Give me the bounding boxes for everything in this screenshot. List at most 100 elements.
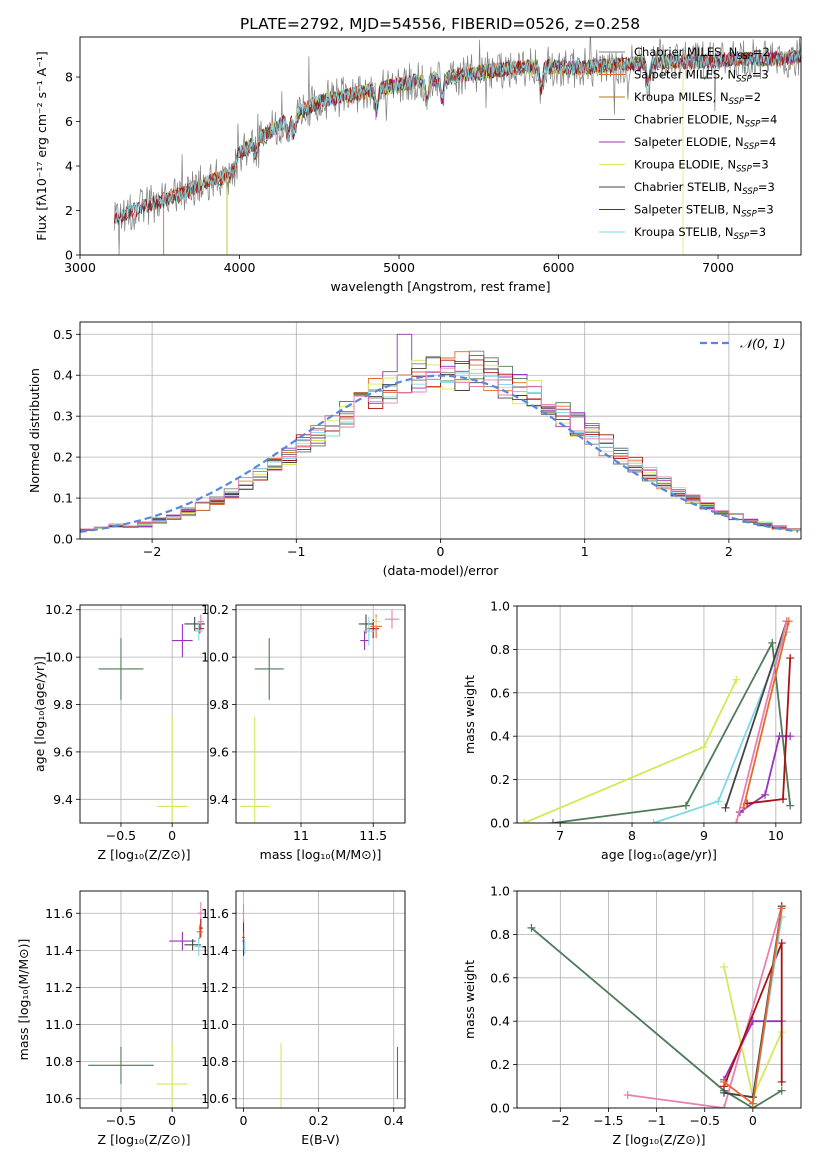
x-tick-label: 11.5 [359, 828, 387, 843]
legend-entry-subscript: SSP [729, 97, 745, 107]
plus-marker [732, 675, 741, 684]
y-tick-label: 0 [65, 248, 73, 263]
ticks: −2 −1 0 1 2 0.0 0.1 0.2 0.3 0.4 0.5 [53, 327, 733, 559]
legend-entry: Kroupa ELODIE, NSSP=3 [634, 158, 769, 175]
error-bar-point [196, 924, 203, 940]
x-tick-label: −1.5 [593, 1113, 623, 1128]
grid [236, 605, 405, 823]
y-tick-label: 10.2 [201, 602, 229, 617]
y-tick-label: 10.2 [45, 602, 73, 617]
y-tick-label: 11.6 [201, 906, 229, 921]
y-tick-label: 11.4 [45, 943, 73, 958]
plot-area [242, 903, 399, 1108]
error-bar-point [242, 903, 245, 923]
legend-entry-main: Chabrier STELIB, N [634, 180, 742, 194]
legend-entry-tail: =2 [744, 90, 761, 104]
x-tick-label: 7000 [702, 260, 734, 275]
x-tick-label: −0.5 [690, 1113, 720, 1128]
legend-entry-main: Salpeter STELIB, N [634, 203, 741, 217]
legend-entry: Chabrier ELODIE, NSSP=4 [634, 113, 777, 130]
plus-marker [714, 797, 723, 806]
error-bar-point [88, 1046, 154, 1084]
plus-marker [777, 939, 786, 948]
y-tick-label: 9.8 [209, 697, 229, 712]
y-tick-label: 9.6 [209, 744, 229, 759]
legend-entry: Kroupa STELIB, NSSP=3 [634, 225, 766, 242]
plus-marker [777, 1077, 786, 1086]
legend-entry-tail: =3 [757, 203, 774, 217]
legend-entry-main: Kroupa ELODIE, N [634, 158, 736, 172]
error-bar-point [184, 616, 205, 632]
y-tick-label: 11.0 [45, 1017, 73, 1032]
x-tick-label: 0 [749, 1113, 757, 1128]
y-tick-label: 0.5 [53, 327, 73, 342]
legend-entry: Chabrier STELIB, NSSP=3 [634, 180, 775, 197]
x-tick-label: 9 [700, 828, 708, 843]
legend-entry-tail: =3 [752, 68, 769, 82]
y-tick-label: 11.6 [45, 906, 73, 921]
y-axis-label: mass weight [462, 675, 477, 754]
mass-weight-series-line [742, 620, 790, 809]
legend-entry-subscript: SSP [741, 210, 757, 220]
x-tick-label: −0.5 [106, 828, 136, 843]
x-axis-label: mass [log₁₀(M/M⊙)] [260, 847, 382, 862]
x-axis-label: Z [log₁₀(Z/Z⊙)] [613, 1132, 706, 1147]
y-tick-label: 6 [65, 114, 73, 129]
mass-weight-series-line [627, 905, 783, 1108]
legend-entry-subscript: SSP [742, 187, 758, 197]
legend-entry-tail: =4 [760, 113, 777, 127]
y-tick-label: 9.8 [53, 697, 73, 712]
x-axis-label: wavelength [Angstrom, rest frame] [330, 279, 550, 294]
spectrum-series-line [114, 50, 801, 226]
x-tick-label: 2 [725, 544, 733, 559]
figure-title: PLATE=2792, MJD=54556, FIBERID=0526, z=0… [240, 15, 640, 33]
legend-entry-tail: =3 [752, 158, 769, 172]
error-bar-point [243, 939, 246, 955]
x-tick-label: −2 [143, 544, 161, 559]
x-tick-label: 0 [437, 544, 445, 559]
y-tick-label: 0.2 [490, 772, 510, 787]
residual-histogram-panel: −2 −1 0 1 2 0.0 0.1 0.2 0.3 0.4 0.5 (data-model)/er… [27, 321, 802, 578]
plus-marker [719, 962, 728, 971]
ticks: −0.5 0 9.4 9.6 9.8 10.0 10.2 [45, 602, 176, 843]
plot-area [88, 902, 204, 1108]
y-axis-label: mass [log₁₀(M/M⊙)] [16, 939, 31, 1061]
error-bar-point [98, 638, 144, 700]
plus-marker [719, 1104, 728, 1108]
x-tick-label: 0 [240, 1113, 248, 1128]
mass-weight-series-line [523, 679, 738, 823]
y-tick-label: 0.4 [490, 729, 510, 744]
mass-vs-metallicity-panel: −0.5 0 10.6 10.8 11.0 11.2 11.4 11.6 Z [log₁₀(Z/… [16, 890, 209, 1147]
ticks: 11 11.5 9.4 9.6 9.8 10.0 10.2 [201, 602, 387, 843]
y-axis-label: Normed distribution [27, 368, 42, 493]
legend-entry: Chabrier MILES, NSSP=2 [634, 45, 770, 62]
y-tick-label: 10.8 [45, 1054, 73, 1069]
y-tick-label: 0.6 [490, 970, 510, 985]
plus-marker [777, 913, 786, 922]
y-tick-label: 10.6 [201, 1091, 229, 1106]
x-tick-label: 0 [168, 1113, 176, 1128]
axes-frame [79, 604, 209, 824]
y-tick-label: 1.0 [490, 599, 510, 614]
plus-marker [786, 732, 795, 741]
y-tick-label: 0.3 [53, 409, 73, 424]
mass-weight-series-line [530, 927, 783, 1108]
error-bar-point [384, 609, 400, 629]
legend-entry-subscript: SSP [734, 232, 750, 242]
error-bar-point [156, 716, 188, 823]
legend-entry-tail: =3 [749, 225, 766, 239]
normal-distribution-curve [80, 374, 799, 533]
plus-marker [719, 1088, 728, 1097]
x-axis-label: age [log₁₀(age/yr)] [601, 847, 717, 862]
error-bar-point [240, 716, 270, 823]
plus-marker [520, 819, 529, 823]
plus-marker [681, 801, 690, 810]
legend-entry-subscript: SSP [736, 165, 752, 175]
plus-marker [777, 1086, 786, 1095]
ticks: 7 8 9 10 0.0 0.2 0.4 0.6 0.8 1.0 [490, 599, 784, 844]
plus-marker [623, 1090, 632, 1099]
legend-entry-main: Salpeter ELODIE, N [634, 135, 744, 149]
error-bar-point [194, 621, 203, 641]
legend-entry-tail: =2 [753, 45, 770, 59]
